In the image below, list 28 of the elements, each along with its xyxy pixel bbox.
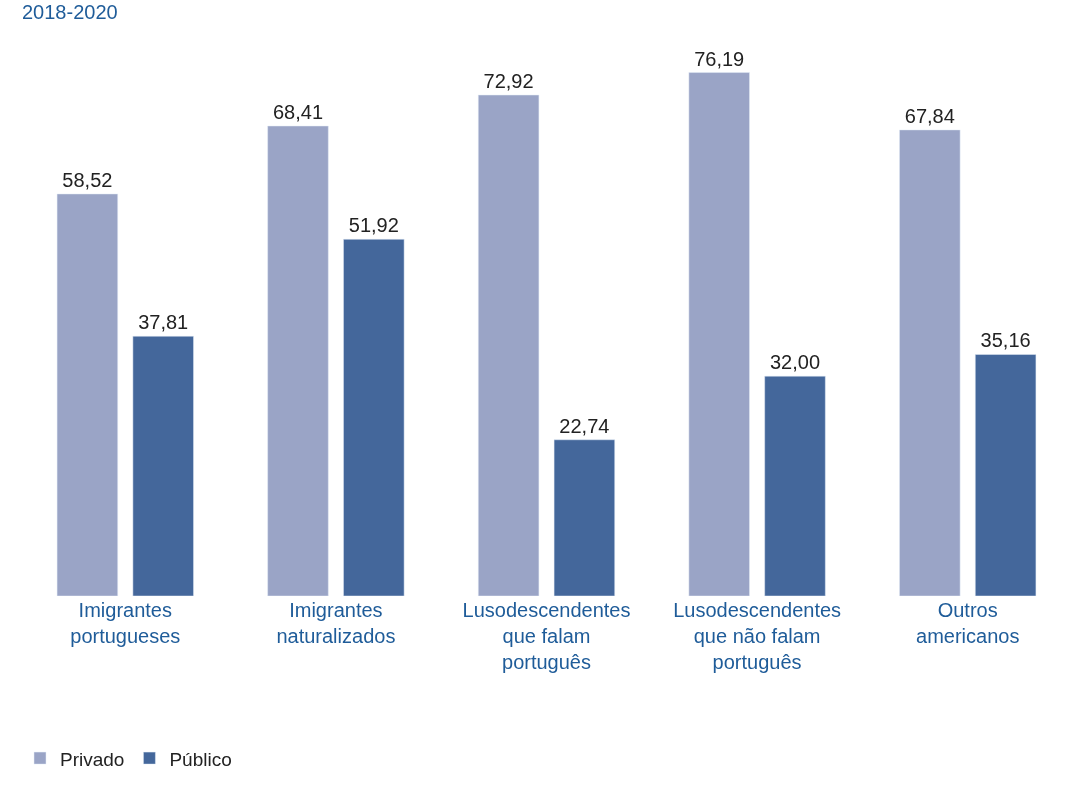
bar bbox=[764, 375, 826, 596]
bar bbox=[132, 335, 194, 596]
data-label: 67,84 bbox=[904, 104, 955, 127]
bar bbox=[553, 439, 615, 596]
data-label: 22,74 bbox=[559, 414, 610, 437]
chart-subtitle: 2018-2020 bbox=[22, 1, 118, 23]
bar bbox=[688, 72, 750, 596]
data-label: 35,16 bbox=[980, 329, 1031, 352]
data-label: 72,92 bbox=[483, 70, 534, 93]
bar bbox=[267, 125, 329, 596]
bar bbox=[975, 354, 1037, 596]
data-label: 32,00 bbox=[769, 351, 821, 374]
legend-label: Público bbox=[169, 748, 232, 770]
bar bbox=[56, 193, 118, 596]
legend-label: Privado bbox=[60, 748, 125, 770]
x-tick-label: Lusodescendentes que falam português bbox=[462, 599, 631, 673]
bar bbox=[343, 239, 405, 596]
bar bbox=[478, 94, 540, 596]
data-label: 37,81 bbox=[138, 311, 189, 334]
bar bbox=[899, 129, 961, 596]
x-tick-label: Outros americanos bbox=[916, 599, 1020, 647]
data-label: 51,92 bbox=[348, 214, 399, 237]
data-label: 76,19 bbox=[694, 47, 745, 70]
data-label: 68,41 bbox=[272, 101, 324, 123]
x-tick-label: Lusodescendentes que não falam português bbox=[673, 599, 842, 673]
x-tick-label: Imigrantes portugueses bbox=[70, 599, 181, 647]
x-tick-label: Imigrantes naturalizados bbox=[276, 599, 396, 647]
data-label: 58,52 bbox=[62, 168, 113, 191]
